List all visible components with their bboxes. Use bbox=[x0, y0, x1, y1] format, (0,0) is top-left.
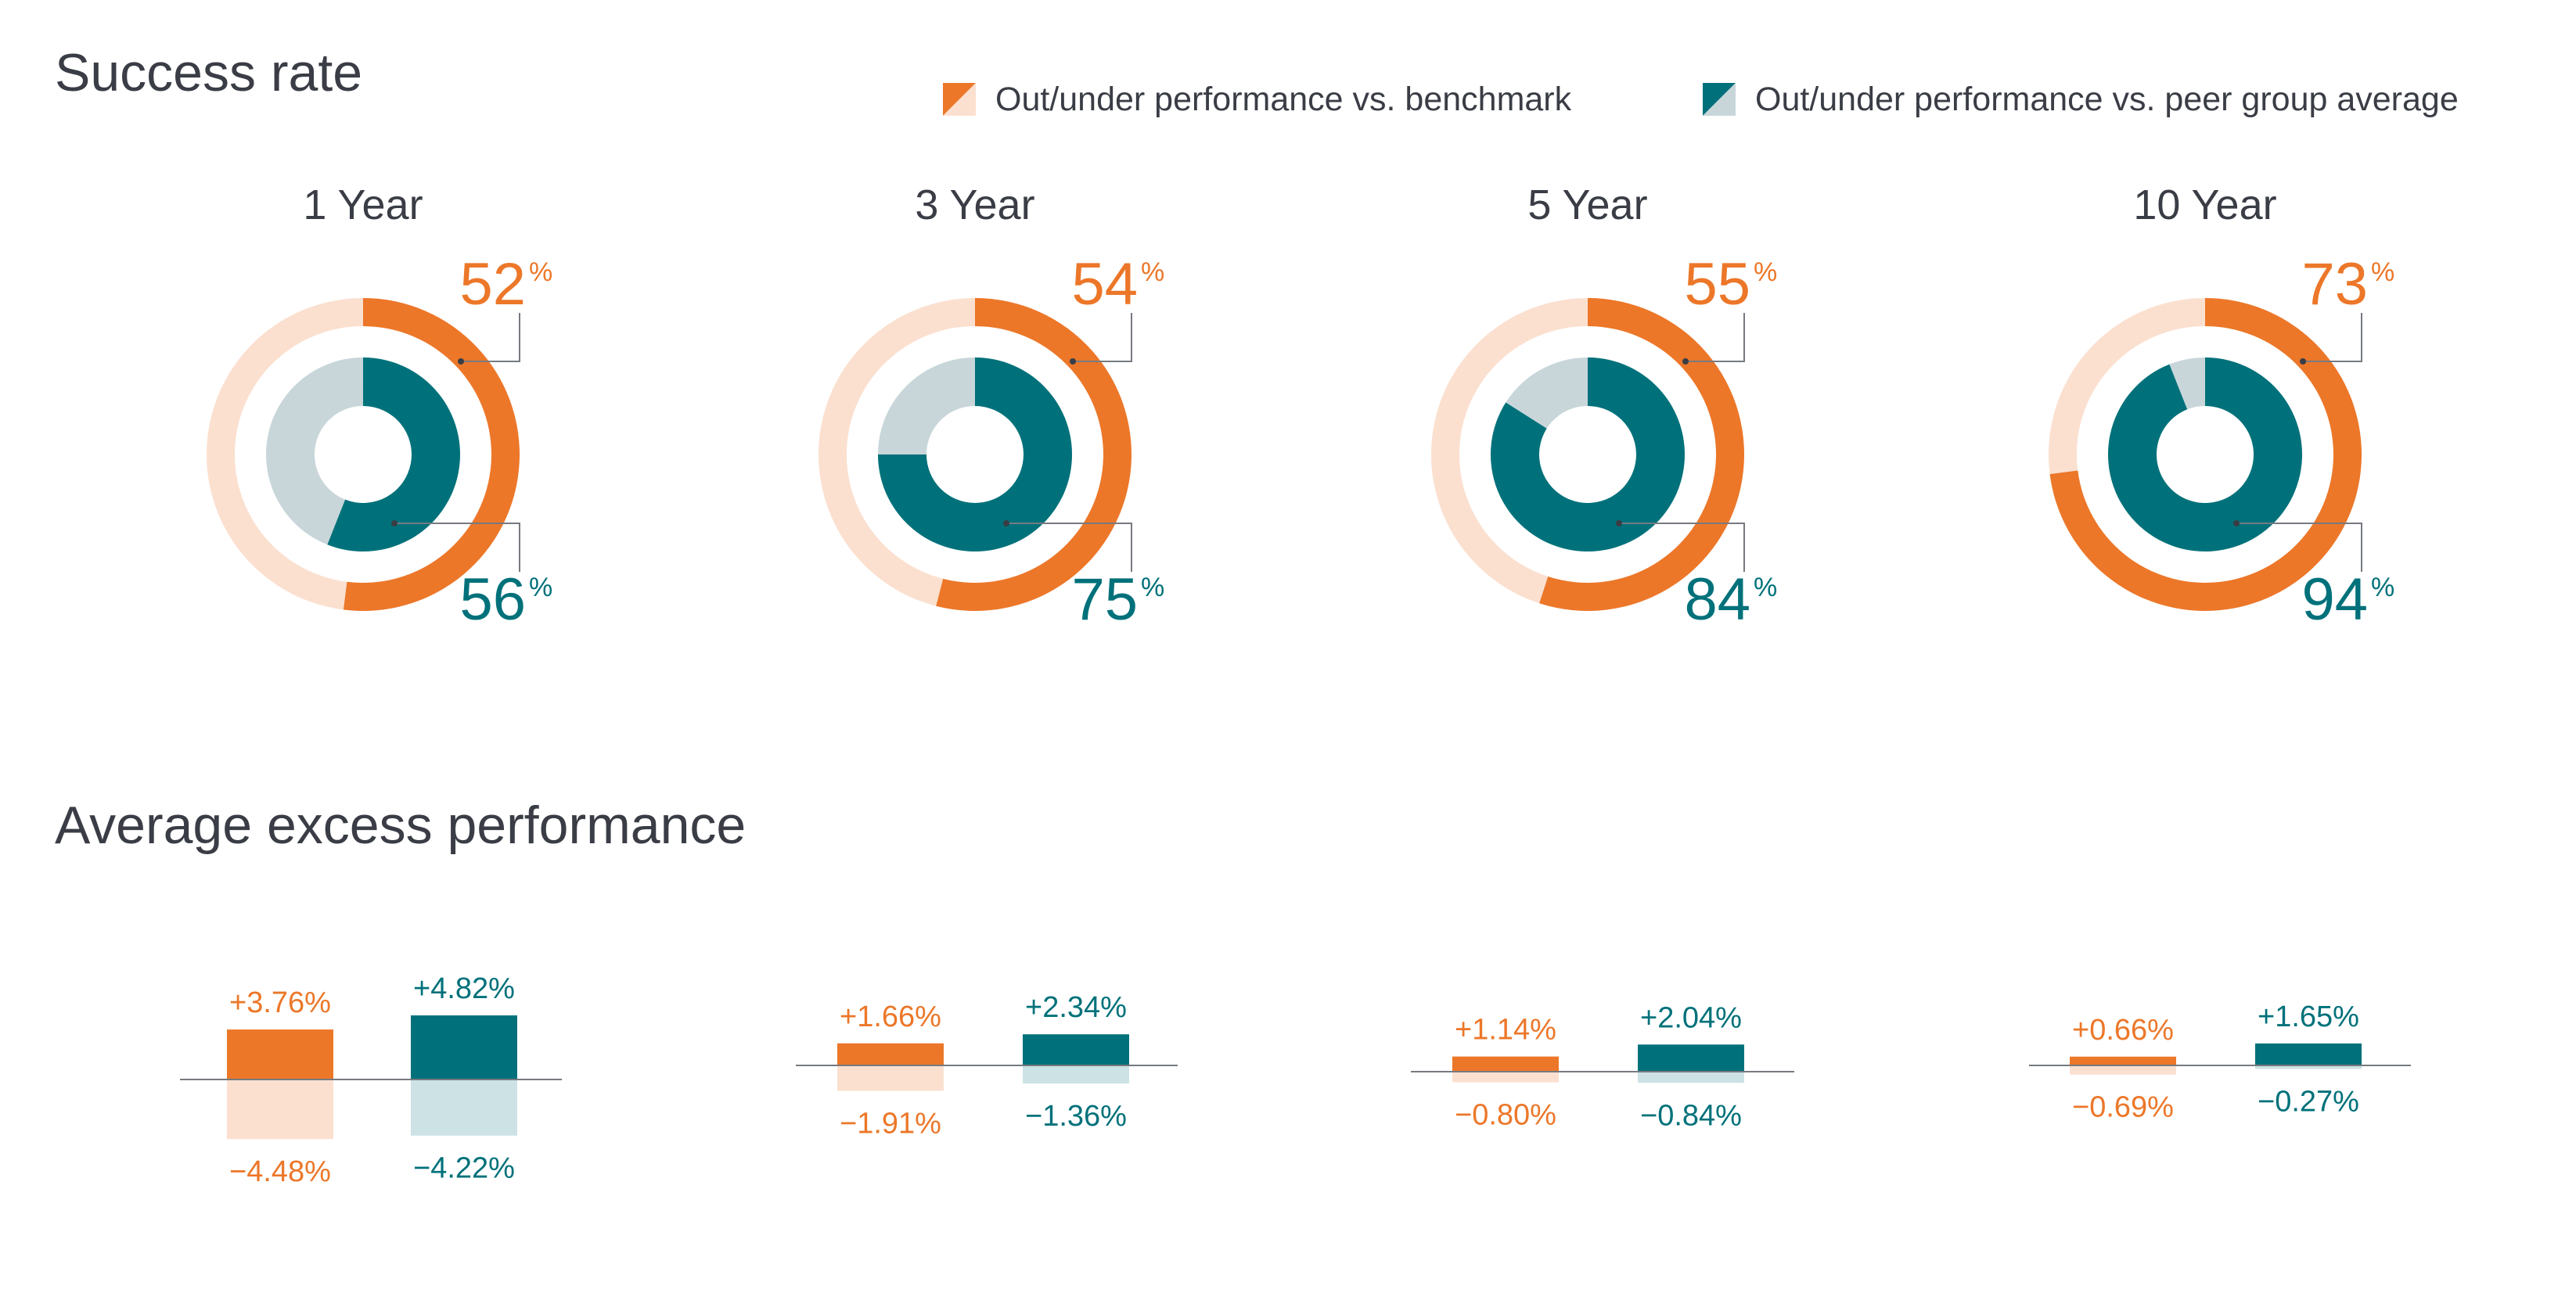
peer-percent-sign: % bbox=[1141, 573, 1164, 602]
outperformance-bar bbox=[2070, 1056, 2176, 1065]
outperformance-bar bbox=[2255, 1043, 2362, 1065]
benchmark-leader-line bbox=[1686, 313, 1745, 362]
benchmark-ring-success bbox=[1539, 298, 1744, 611]
peer-success-value: 56 bbox=[459, 566, 526, 633]
peer-leader-line bbox=[394, 523, 520, 572]
benchmark-leader-line bbox=[461, 313, 520, 362]
benchmark-percent-sign: % bbox=[2371, 257, 2394, 287]
peer-ring-success bbox=[327, 357, 461, 551]
benchmark-success-value: 52 bbox=[459, 251, 526, 318]
benchmark-ring-success bbox=[343, 298, 520, 611]
peer-leader-line bbox=[1006, 523, 1132, 572]
outperformance-label: +2.34% bbox=[1025, 991, 1127, 1024]
outperformance-label: +0.66% bbox=[2072, 1014, 2174, 1047]
outperformance-bar bbox=[1452, 1056, 1559, 1072]
bar-group: +1.66% −1.91% +2.34% −1.36% bbox=[796, 991, 1178, 1140]
benchmark-success-value: 54 bbox=[1071, 251, 1138, 318]
benchmark-leader-dot bbox=[458, 358, 464, 365]
underperformance-bar bbox=[1638, 1072, 1744, 1083]
period-title: 3 Year bbox=[915, 181, 1034, 228]
underperformance-bar bbox=[2255, 1065, 2362, 1069]
benchmark-percent-sign: % bbox=[1141, 257, 1164, 287]
underperformance-bar bbox=[2070, 1065, 2176, 1075]
outperformance-bar bbox=[837, 1043, 944, 1065]
bar-group: +0.66% −0.69% +1.65% −0.27% bbox=[2029, 1000, 2411, 1124]
bar-group: +1.14% −0.80% +2.04% −0.84% bbox=[1411, 1001, 1794, 1132]
peer-success-value: 84 bbox=[1684, 566, 1750, 633]
benchmark-leader-dot bbox=[1070, 358, 1076, 365]
peer-percent-sign: % bbox=[1754, 573, 1777, 602]
underperformance-bar bbox=[227, 1079, 333, 1140]
legend-peer-label: Out/under performance vs. peer group ave… bbox=[1755, 81, 2459, 118]
legend: Out/under performance vs. benchmark Out/… bbox=[943, 81, 2459, 118]
underperformance-label: −0.80% bbox=[1455, 1099, 1556, 1132]
peer-ring-success bbox=[878, 357, 1072, 551]
benchmark-ring-success bbox=[936, 298, 1131, 611]
benchmark-success-value: 73 bbox=[2301, 251, 2368, 318]
period-title: 1 Year bbox=[303, 181, 423, 228]
outperformance-label: +1.14% bbox=[1455, 1014, 1556, 1047]
benchmark-success-value: 55 bbox=[1684, 251, 1750, 318]
outperformance-label: +1.66% bbox=[840, 1000, 941, 1033]
peer-ring-success bbox=[1491, 357, 1685, 551]
underperformance-label: −1.91% bbox=[840, 1107, 941, 1140]
outperformance-label: +4.82% bbox=[413, 972, 515, 1005]
peer-leader-dot bbox=[1616, 520, 1622, 526]
benchmark-percent-sign: % bbox=[1754, 257, 1777, 287]
period-title: 10 Year bbox=[2133, 181, 2276, 228]
underperformance-label: −4.48% bbox=[229, 1155, 331, 1188]
outperformance-bar bbox=[1638, 1044, 1744, 1072]
peer-leader-dot bbox=[2233, 520, 2240, 526]
benchmark-leader-dot bbox=[1682, 358, 1689, 365]
outperformance-label: +2.04% bbox=[1640, 1001, 1742, 1034]
underperformance-label: −4.22% bbox=[413, 1152, 515, 1185]
peer-leader-line bbox=[2236, 523, 2362, 572]
underperformance-bar bbox=[411, 1079, 517, 1136]
outperformance-label: +1.65% bbox=[2258, 1000, 2359, 1033]
legend-peer-swatch-icon bbox=[1703, 83, 1736, 116]
outperformance-bar bbox=[227, 1029, 333, 1079]
period-title: 5 Year bbox=[1527, 181, 1647, 228]
peer-ring-success bbox=[2108, 357, 2303, 551]
underperformance-label: −0.84% bbox=[1640, 1099, 1742, 1132]
legend-benchmark-swatch-icon bbox=[943, 83, 976, 116]
peer-leader-dot bbox=[1003, 520, 1009, 526]
benchmark-leader-dot bbox=[2300, 358, 2306, 365]
peer-leader-line bbox=[1619, 523, 1745, 572]
underperformance-label: −1.36% bbox=[1025, 1100, 1127, 1133]
legend-benchmark-label: Out/under performance vs. benchmark bbox=[995, 81, 1572, 118]
underperformance-bar bbox=[1023, 1065, 1129, 1084]
benchmark-leader-line bbox=[1073, 313, 1132, 362]
benchmark-leader-line bbox=[2303, 313, 2362, 362]
average-excess-title: Average excess performance bbox=[55, 796, 746, 855]
bar-charts: +3.76% −4.48% +4.82% −4.22% +1.66% −1.91% +2.3… bbox=[180, 972, 2411, 1188]
outperformance-bar bbox=[1023, 1034, 1129, 1065]
outperformance-label: +3.76% bbox=[229, 986, 331, 1019]
peer-success-value: 94 bbox=[2301, 566, 2368, 633]
peer-percent-sign: % bbox=[529, 573, 552, 602]
bar-group: +3.76% −4.48% +4.82% −4.22% bbox=[180, 972, 562, 1188]
outperformance-bar bbox=[411, 1015, 517, 1079]
benchmark-percent-sign: % bbox=[529, 257, 552, 287]
underperformance-label: −0.69% bbox=[2072, 1091, 2174, 1124]
peer-leader-dot bbox=[391, 520, 398, 526]
underperformance-label: −0.27% bbox=[2258, 1086, 2359, 1119]
success-rate-title: Success rate bbox=[55, 43, 362, 102]
underperformance-bar bbox=[1452, 1072, 1559, 1083]
underperformance-bar bbox=[837, 1065, 944, 1091]
peer-success-value: 75 bbox=[1071, 566, 1138, 633]
peer-percent-sign: % bbox=[2371, 573, 2394, 602]
